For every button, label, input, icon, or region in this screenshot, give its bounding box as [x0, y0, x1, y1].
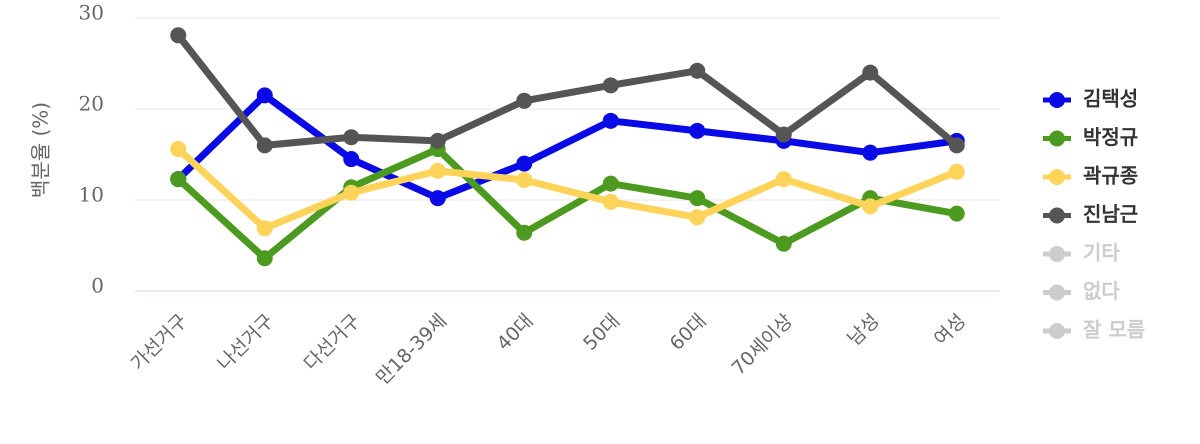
data-point [256, 220, 273, 237]
data-point [775, 171, 792, 188]
x-tick-label: 60대 [666, 310, 711, 355]
data-point [862, 64, 879, 81]
data-point [689, 62, 706, 79]
data-point [516, 155, 533, 172]
data-point [256, 250, 273, 267]
data-point [948, 137, 965, 154]
legend-marker [1049, 246, 1065, 262]
legend-marker [1049, 92, 1065, 108]
data-point [948, 163, 965, 180]
legend-label: 김택성 [1083, 87, 1138, 111]
data-point [516, 171, 533, 188]
data-point [862, 198, 879, 215]
data-point [429, 190, 446, 207]
data-point [602, 193, 619, 210]
data-point [170, 27, 187, 44]
legend-marker [1049, 284, 1065, 301]
series-line [175, 33, 960, 149]
data-point [862, 144, 879, 161]
series-line [175, 146, 959, 232]
x-tick-label: 만18-39세 [372, 310, 451, 389]
data-point [516, 224, 533, 241]
legend-label: 기타 [1083, 241, 1120, 265]
y-tick-label: 30 [79, 1, 104, 25]
data-point [343, 151, 360, 168]
series-line [175, 145, 958, 262]
data-point [516, 92, 533, 109]
legend-marker [1049, 207, 1065, 224]
data-point [343, 184, 360, 201]
legend-label: 없다 [1083, 279, 1120, 303]
data-point [689, 209, 706, 226]
data-point [775, 235, 792, 252]
data-point [429, 132, 446, 149]
x-tick-label: 남성 [843, 310, 883, 350]
data-point [429, 162, 446, 179]
y-axis-label: 백분율 (%) [29, 102, 53, 198]
x-tick-label: 여성 [930, 310, 970, 350]
data-point [602, 77, 619, 94]
series-line [175, 91, 958, 202]
data-point [948, 205, 965, 222]
y-tick-label: 10 [79, 183, 104, 207]
data-point [170, 171, 187, 188]
legend-marker [1049, 169, 1065, 185]
data-point [602, 112, 619, 129]
legend-label: 박정규 [1083, 125, 1138, 149]
legend-label: 곽규종 [1083, 164, 1138, 188]
x-tick-label: 가선거구 [127, 310, 192, 375]
legend-marker [1049, 323, 1065, 339]
data-point [689, 190, 706, 207]
legend-label: 진남근 [1083, 202, 1138, 226]
legend-label: 잘 모름 [1083, 318, 1145, 342]
data-point [602, 175, 619, 192]
legend-marker [1049, 130, 1065, 147]
data-point [170, 141, 187, 158]
x-tick-label: 70세이상 [727, 310, 797, 380]
x-tick-label: 40대 [493, 310, 538, 355]
x-tick-label: 나선거구 [213, 310, 278, 375]
data-point [343, 129, 360, 146]
data-point [256, 87, 273, 104]
y-tick-label: 0 [91, 274, 104, 298]
x-tick-label: 다선거구 [300, 310, 365, 375]
data-point [256, 137, 273, 154]
data-point [775, 126, 792, 143]
data-point [689, 122, 706, 139]
x-tick-label: 50대 [579, 310, 624, 355]
y-tick-label: 20 [79, 92, 104, 116]
